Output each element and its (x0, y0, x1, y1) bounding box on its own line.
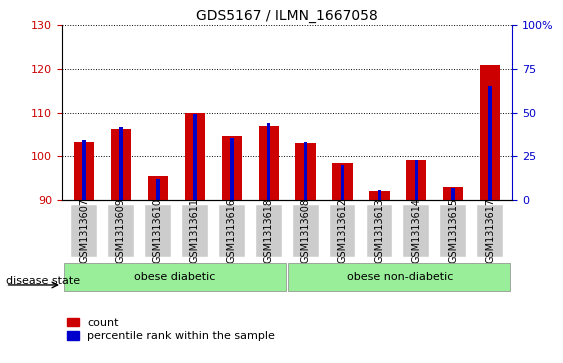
Bar (119, 127, 123, 200)
Text: GSM1313616: GSM1313616 (227, 198, 237, 263)
FancyBboxPatch shape (108, 205, 134, 257)
Text: GSM1313611: GSM1313611 (190, 198, 200, 263)
Bar (222, 136, 242, 200)
Text: GSM1313612: GSM1313612 (337, 198, 347, 263)
Legend: count, percentile rank within the sample: count, percentile rank within the sample (68, 318, 275, 341)
FancyBboxPatch shape (293, 205, 319, 257)
FancyBboxPatch shape (404, 205, 429, 257)
Bar (480, 65, 501, 200)
Bar (341, 165, 345, 200)
Bar (332, 163, 352, 200)
FancyBboxPatch shape (477, 205, 503, 257)
Bar (414, 160, 418, 200)
Bar (156, 179, 160, 200)
Text: obese non-diabetic: obese non-diabetic (347, 272, 453, 282)
Text: GSM1313610: GSM1313610 (153, 198, 163, 263)
FancyBboxPatch shape (256, 205, 282, 257)
Bar (74, 142, 94, 200)
FancyBboxPatch shape (71, 205, 97, 257)
Text: GSM1313607: GSM1313607 (79, 198, 89, 263)
FancyBboxPatch shape (440, 205, 466, 257)
FancyBboxPatch shape (288, 263, 511, 291)
Bar (267, 123, 270, 200)
Bar (452, 188, 455, 200)
FancyBboxPatch shape (219, 205, 245, 257)
Text: GSM1313618: GSM1313618 (263, 198, 274, 263)
Text: obese diabetic: obese diabetic (134, 272, 215, 282)
Bar (406, 160, 427, 200)
Text: GSM1313613: GSM1313613 (374, 198, 385, 263)
Text: GSM1313608: GSM1313608 (301, 198, 311, 263)
Text: GSM1313615: GSM1313615 (448, 198, 458, 263)
Bar (369, 191, 390, 200)
Bar (193, 114, 196, 200)
FancyBboxPatch shape (329, 205, 355, 257)
FancyBboxPatch shape (182, 205, 208, 257)
Bar (378, 190, 381, 200)
FancyBboxPatch shape (64, 263, 286, 291)
Bar (185, 113, 205, 200)
Text: GSM1313617: GSM1313617 (485, 198, 495, 263)
Bar (148, 176, 168, 200)
Text: disease state: disease state (6, 276, 80, 286)
FancyBboxPatch shape (367, 205, 392, 257)
Bar (82, 140, 86, 200)
Bar (304, 142, 307, 200)
Title: GDS5167 / ILMN_1667058: GDS5167 / ILMN_1667058 (196, 9, 378, 23)
Bar (443, 187, 463, 200)
Bar (488, 86, 492, 200)
Bar (111, 129, 131, 200)
Bar (296, 143, 316, 200)
FancyBboxPatch shape (145, 205, 171, 257)
Bar (258, 126, 279, 200)
Bar (230, 138, 234, 200)
Text: GSM1313614: GSM1313614 (412, 198, 421, 263)
Text: GSM1313609: GSM1313609 (116, 198, 126, 263)
